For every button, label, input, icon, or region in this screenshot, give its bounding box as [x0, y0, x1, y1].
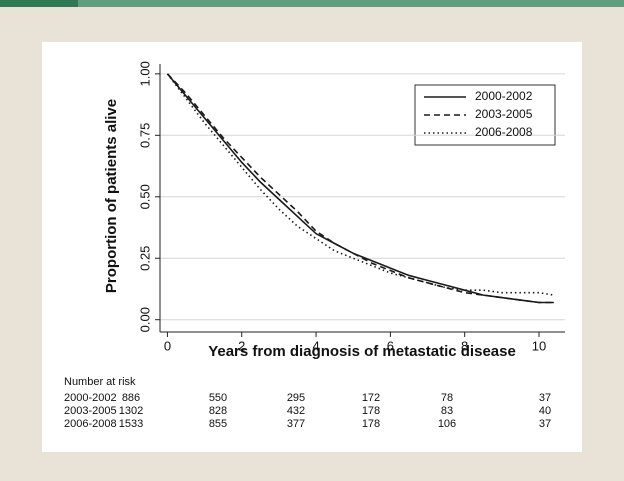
x-tick-label: 4 — [312, 338, 319, 353]
risk-count: 83 — [441, 405, 453, 417]
risk-table-title: Number at risk — [64, 376, 136, 388]
risk-count: 106 — [438, 418, 456, 430]
risk-count: 432 — [287, 405, 305, 417]
risk-count: 78 — [441, 392, 453, 404]
risk-count: 37 — [539, 392, 551, 404]
risk-count: 377 — [287, 418, 305, 430]
top-bar — [0, 0, 624, 7]
x-tick-label: 10 — [532, 338, 546, 353]
risk-count: 40 — [539, 405, 551, 417]
y-axis-label: Proportion of patients alive — [103, 99, 120, 293]
survival-curve — [166, 73, 554, 304]
x-tick-label: 2 — [238, 338, 245, 353]
risk-count: 828 — [209, 405, 227, 417]
legend-label: 2006-2008 — [475, 125, 533, 139]
x-tick-label: 8 — [461, 338, 468, 353]
risk-count: 37 — [539, 418, 551, 430]
risk-count: 886 — [122, 392, 140, 404]
y-tick-label: 0.75 — [137, 123, 152, 148]
legend-label: 2003-2005 — [475, 107, 533, 121]
risk-count: 550 — [209, 392, 227, 404]
y-tick-label: 0.25 — [137, 246, 152, 271]
risk-count: 1533 — [119, 418, 143, 430]
top-bar-accent — [0, 0, 78, 7]
y-tick-label: 0.50 — [137, 184, 152, 209]
y-tick-label: 1.00 — [137, 61, 152, 86]
survival-curve — [166, 73, 554, 304]
risk-count: 178 — [362, 405, 380, 417]
risk-count: 855 — [209, 418, 227, 430]
legend-label: 2000-2002 — [475, 89, 533, 103]
x-tick-label: 0 — [164, 338, 171, 353]
risk-row-label: 2006-2008 — [64, 418, 117, 430]
risk-count: 172 — [362, 392, 380, 404]
risk-row-label: 2003-2005 — [64, 405, 117, 417]
risk-count: 178 — [362, 418, 380, 430]
x-axis-label: Years from diagnosis of metastatic disea… — [208, 343, 516, 360]
y-tick-label: 0.00 — [137, 307, 152, 332]
risk-row-label: 2000-2002 — [64, 392, 117, 404]
x-tick-label: 6 — [387, 338, 394, 353]
survival-curve — [166, 73, 554, 296]
risk-count: 1302 — [119, 405, 143, 417]
risk-count: 295 — [287, 392, 305, 404]
